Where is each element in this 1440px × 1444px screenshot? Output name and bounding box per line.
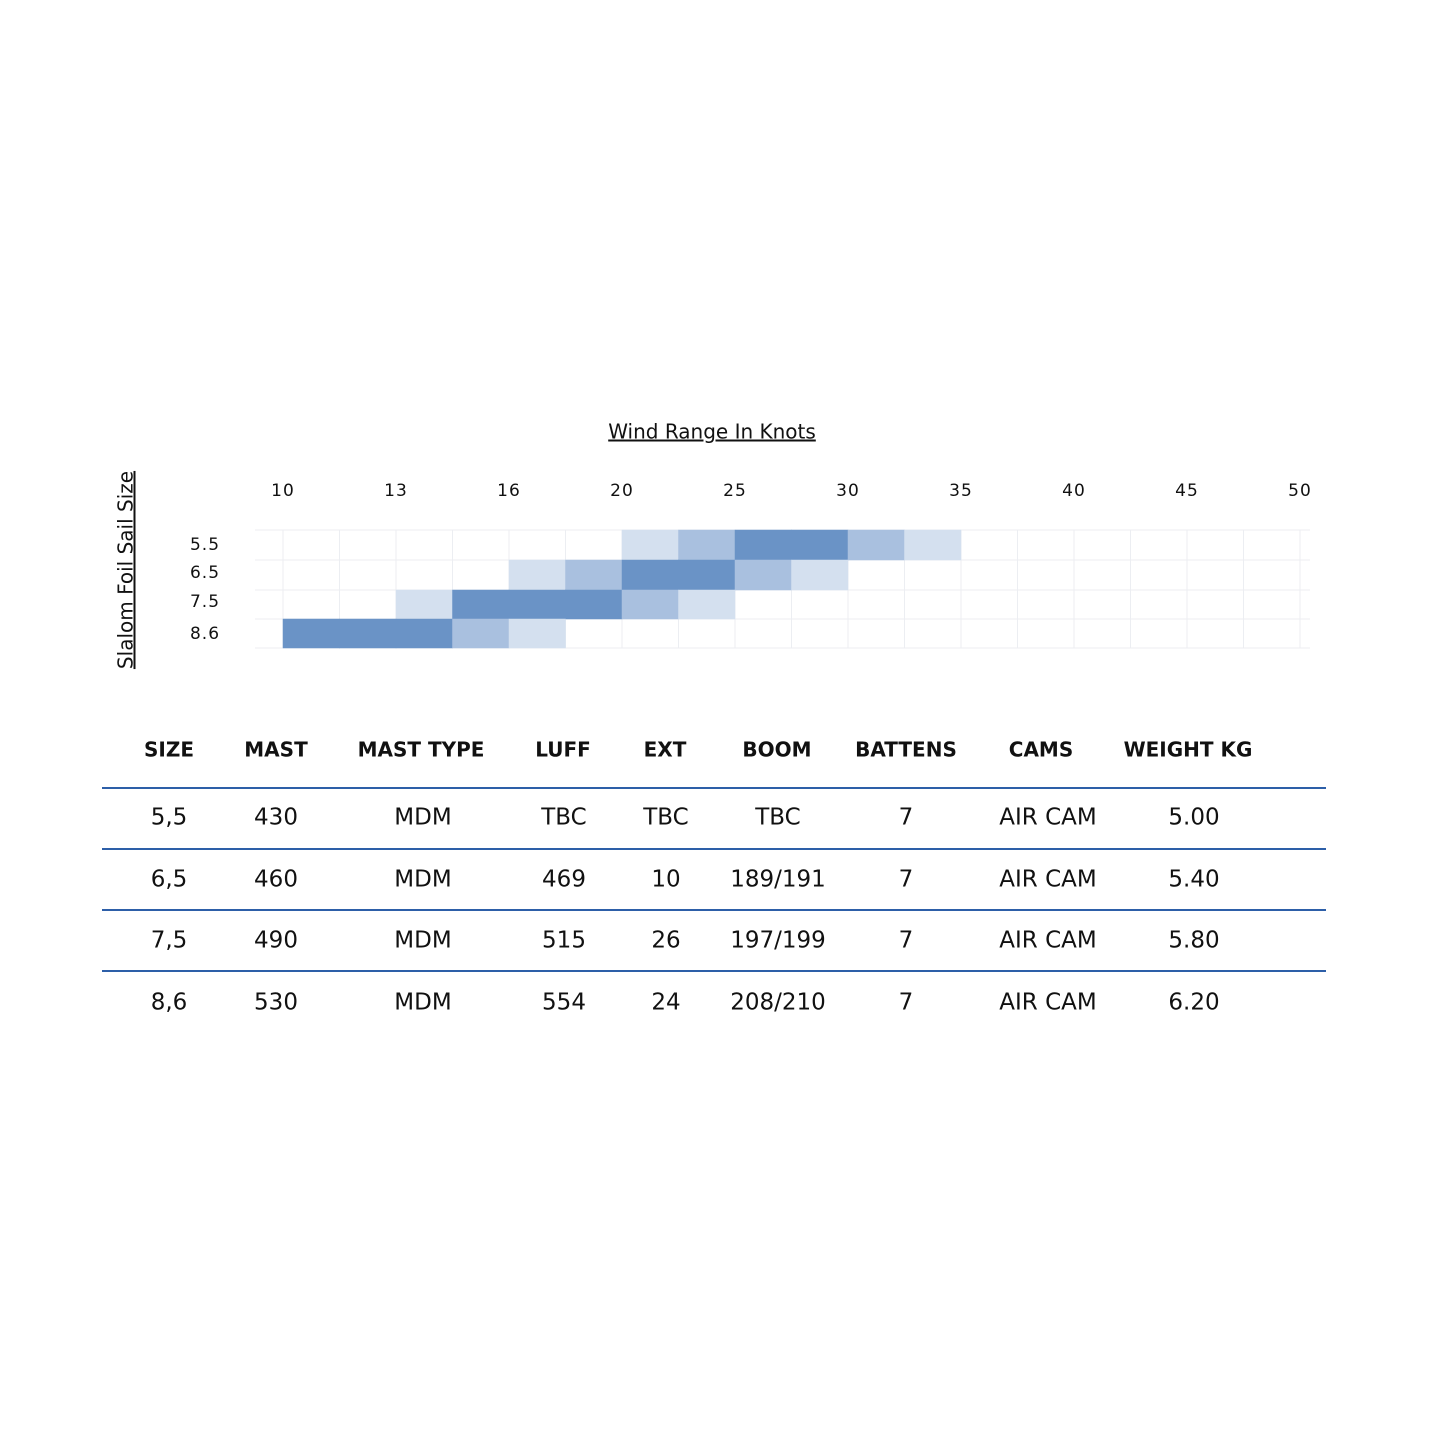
y-axis-label: Slalom Foil Sail Size: [114, 471, 138, 669]
wind-label: 35: [949, 481, 973, 501]
table-cell: 7: [899, 990, 914, 1016]
table-cell: 460: [254, 867, 298, 893]
wind-label: 10: [271, 481, 295, 501]
table-cell: 7,5: [151, 928, 188, 954]
range-cell: [678, 589, 736, 620]
range-cell: [282, 618, 340, 649]
wind-label: 30: [836, 481, 860, 501]
table-header: CAMS: [1009, 738, 1073, 762]
table-cell: 5.80: [1168, 928, 1219, 954]
table-cell: 469: [542, 867, 586, 893]
range-cell: [508, 618, 566, 649]
range-cell: [395, 618, 453, 649]
size-label: 5.5: [190, 535, 220, 555]
table-cell: TBC: [642, 805, 688, 831]
table-cell: 6.20: [1168, 990, 1219, 1016]
range-cell: [339, 618, 397, 649]
table-header: MAST: [244, 738, 308, 762]
wind-label: 25: [723, 481, 747, 501]
range-cell: [565, 589, 623, 620]
range-cell: [904, 529, 962, 561]
table-cell: MDM: [394, 867, 451, 893]
range-cell: [452, 618, 510, 649]
table-cell: 24: [651, 990, 680, 1016]
size-label: 8.6: [190, 624, 220, 644]
table-cell: 5,5: [151, 805, 188, 831]
size-label: 7.5: [190, 592, 220, 612]
range-cell: [791, 559, 849, 591]
range-cell: [621, 559, 679, 591]
range-cell: [565, 559, 623, 591]
table-cell: 430: [254, 805, 298, 831]
table-cell: 197/199: [730, 928, 826, 954]
table-header: BOOM: [742, 738, 811, 762]
table-cell: MDM: [394, 805, 451, 831]
range-cell: [678, 559, 736, 591]
range-cell: [621, 589, 679, 620]
table-header: BATTENS: [855, 738, 957, 762]
table-cell: TBC: [754, 805, 800, 831]
table-cell: 7: [899, 928, 914, 954]
table-cell: 5.00: [1168, 805, 1219, 831]
range-cell: [452, 589, 510, 620]
wind-label: 50: [1288, 481, 1312, 501]
table-header: WEIGHT KG: [1124, 738, 1253, 762]
range-cell: [395, 589, 453, 620]
wind-label: 20: [610, 481, 634, 501]
range-cell: [508, 559, 566, 591]
size-label: 6.5: [190, 563, 220, 583]
table-cell: 26: [651, 928, 680, 954]
wind-label: 45: [1175, 481, 1199, 501]
range-cell: [847, 529, 905, 561]
table-cell: AIR CAM: [999, 805, 1096, 831]
wind-label: 13: [384, 481, 408, 501]
table-cell: 10: [651, 867, 680, 893]
table-cell: AIR CAM: [999, 990, 1096, 1016]
table-header: EXT: [644, 738, 687, 762]
table-cell: MDM: [394, 990, 451, 1016]
table-cell: AIR CAM: [999, 867, 1096, 893]
wind-label: 16: [497, 481, 521, 501]
chart-title: Wind Range In Knots: [608, 420, 816, 444]
table-cell: AIR CAM: [999, 928, 1096, 954]
table-cell: 8,6: [151, 990, 188, 1016]
table-cell: 208/210: [730, 990, 826, 1016]
table-header: MAST TYPE: [358, 738, 485, 762]
table-header: LUFF: [535, 738, 591, 762]
range-cell: [791, 529, 849, 561]
table-cell: 6,5: [151, 867, 188, 893]
range-cell: [678, 529, 736, 561]
table-cell: 515: [542, 928, 586, 954]
table-cell: TBC: [540, 805, 586, 831]
table-cell: 530: [254, 990, 298, 1016]
table-cell: 7: [899, 805, 914, 831]
range-cell: [734, 559, 792, 591]
table-cell: 189/191: [730, 867, 826, 893]
table-cell: 7: [899, 867, 914, 893]
range-cell: [734, 529, 792, 561]
table-cell: 554: [542, 990, 586, 1016]
range-cell: [621, 529, 679, 561]
table-cell: MDM: [394, 928, 451, 954]
table-cell: 490: [254, 928, 298, 954]
table-header: SIZE: [144, 738, 194, 762]
wind-label: 40: [1062, 481, 1086, 501]
range-cell: [508, 589, 566, 620]
table-cell: 5.40: [1168, 867, 1219, 893]
